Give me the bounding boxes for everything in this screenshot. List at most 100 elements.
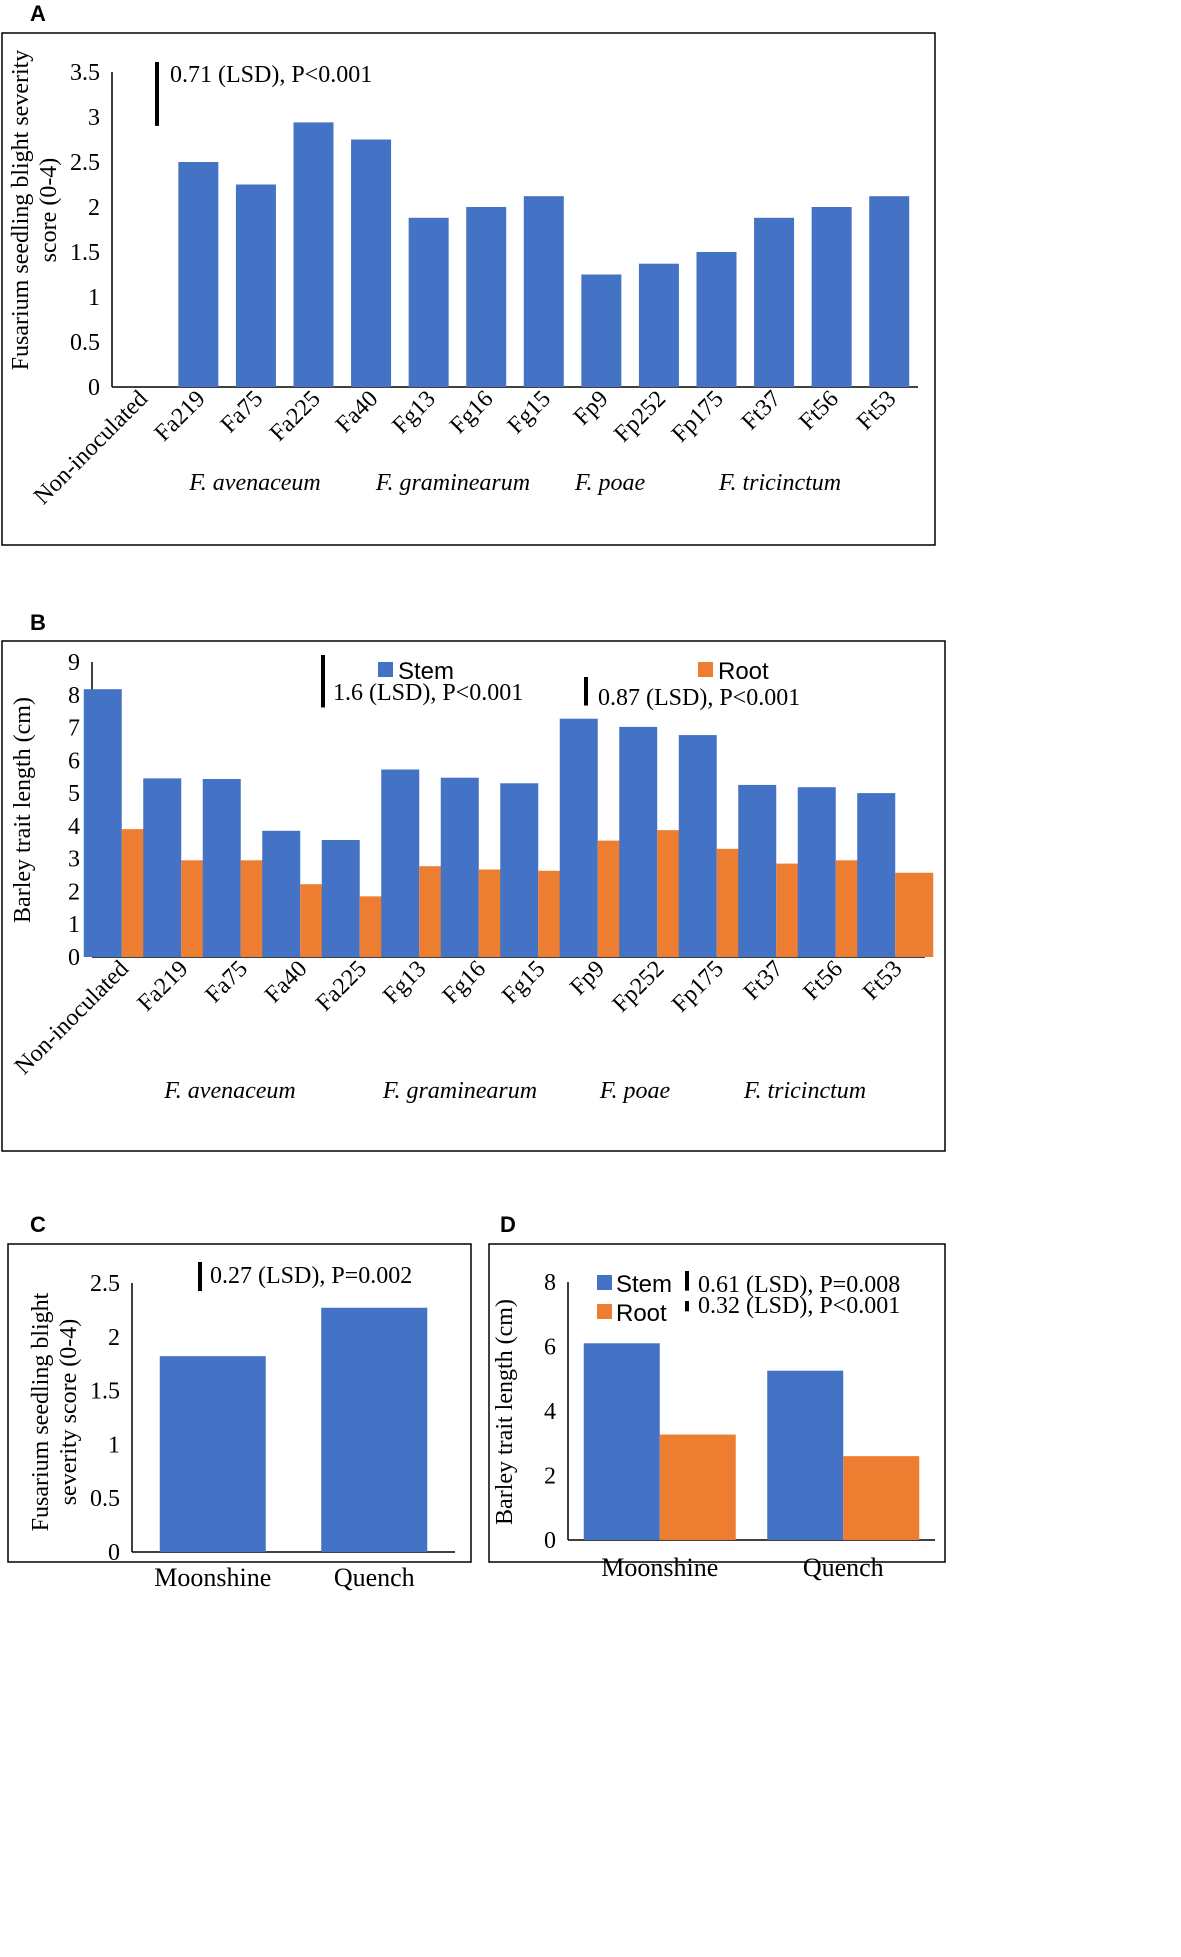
x-tick-label: Fp175 (667, 386, 729, 448)
y-tick-label: 3 (88, 105, 100, 131)
panel-frame (1, 640, 946, 1152)
lsd-annotation: 0.71 (LSD), P<0.001 (170, 62, 372, 88)
y-tick-label: 3.5 (70, 60, 100, 86)
bar-severity-quench (321, 1307, 428, 1552)
y-tick-label: 4 (544, 1399, 556, 1425)
x-tick-label: Ft53 (858, 956, 908, 1006)
x-tick-label: Fp252 (609, 386, 671, 448)
x-tick-label: Fg15 (497, 956, 550, 1009)
panel-a: A 0 0.5 1 1.5 2 2.5 3 3.5 Fusarium seedling bligh… (1, 1, 936, 546)
x-tick-label: Fg13 (378, 956, 431, 1009)
x-tick-label: Ft37 (737, 386, 787, 436)
x-tick-label: Fp9 (569, 386, 614, 431)
panel-frame (1, 32, 936, 546)
bar-severity-ft56 (811, 207, 852, 387)
bar-stem-fa75 (202, 779, 241, 957)
bar-severity-fp252 (638, 263, 679, 387)
x-tick-label: Fa40 (331, 386, 383, 438)
y-tick-label: 1.5 (90, 1379, 120, 1405)
y-tick-label: 8 (544, 1270, 556, 1296)
lsd-annotation: 1.6 (LSD), P<0.001 (333, 680, 523, 706)
panel-c: C 0 0.5 1 1.5 2 2.5 Fusarium seedling blightsev… (7, 1212, 472, 1592)
panel-b: B 0 1 2 3 4 5 6 7 8 9 Barley trait length (cm) Non-i… (1, 610, 946, 1152)
y-tick-label: 0.5 (90, 1486, 120, 1512)
x-tick-label: Ft53 (852, 386, 902, 436)
bar-severity-ft53 (869, 196, 910, 387)
species-group-label: F. graminearum (375, 470, 530, 496)
y-tick-label: 1 (88, 285, 100, 311)
x-tick-label: Quench (334, 1563, 415, 1592)
panel-d: D 0 2 4 6 8 Barley trait length (cm) Moonshine Q… (488, 1212, 946, 1582)
x-tick-label: Quench (803, 1553, 884, 1582)
x-tick-label: Non-inoculated (10, 956, 134, 1080)
x-tick-label: Fg16 (445, 386, 498, 439)
x-tick-label: Ft37 (739, 956, 789, 1006)
x-tick-label: Fa40 (260, 956, 312, 1008)
y-tick-label: 0 (68, 945, 80, 971)
y-axis-title: Barley trait length (cm) (10, 697, 36, 923)
x-tick-label: Fg13 (388, 386, 441, 439)
lsd-annotation: 0.87 (LSD), P<0.001 (598, 685, 800, 711)
x-tick-label: Moonshine (154, 1563, 271, 1592)
species-group-label: F. graminearum (382, 1078, 537, 1104)
panel-letter: A (30, 1, 46, 26)
x-tick-label: Fg16 (438, 956, 491, 1009)
bar-stem-fp175 (678, 735, 717, 957)
bar-root-moonshine (659, 1434, 736, 1540)
x-tick-label: Fa225 (311, 956, 372, 1017)
y-axis-title: Fusarium seedling blight severityscore (… (8, 50, 62, 371)
y-tick-label: 6 (68, 748, 80, 774)
bar-severity-fa40 (351, 139, 392, 387)
legend-swatch-stem (597, 1275, 612, 1290)
bar-severity-fg16 (466, 207, 507, 387)
bar-stem-moonshine (583, 1343, 660, 1540)
bar-severity-ft37 (754, 217, 795, 387)
species-group-label: F. avenaceum (188, 470, 321, 496)
legend-label-stem: Stem (398, 658, 454, 685)
legend-label-stem: Stem (616, 1271, 672, 1298)
bar-severity-fa225 (293, 122, 334, 388)
bar-severity-fa75 (235, 184, 276, 387)
y-axis-title-line: Barley trait length (cm) (10, 697, 36, 923)
y-tick-label: 2.5 (90, 1271, 120, 1297)
x-tick-label: Fa225 (265, 386, 326, 447)
bar-stem-fa219 (143, 778, 182, 957)
bar-stem-fp9 (559, 718, 598, 957)
bar-stem-fa40 (262, 830, 301, 957)
y-axis-title-line: Fusarium seedling blight (28, 1292, 54, 1531)
legend-swatch-root (597, 1304, 612, 1319)
y-tick-label: 5 (68, 781, 80, 807)
species-group-label: F. tricinctum (718, 470, 841, 496)
bar-stem-fg13 (381, 769, 420, 957)
y-tick-label: 1 (108, 1432, 120, 1458)
y-tick-label: 1 (68, 912, 80, 938)
y-tick-label: 0 (544, 1528, 556, 1554)
bar-stem-ft56 (797, 787, 836, 957)
y-tick-label: 2 (544, 1464, 556, 1490)
x-tick-label: Moonshine (601, 1553, 718, 1582)
legend-swatch-stem (378, 662, 393, 677)
y-axis-title: Fusarium seedling blightseverity score (… (28, 1292, 82, 1531)
x-tick-label: Fp175 (667, 956, 729, 1018)
bar-severity-fg13 (408, 217, 449, 387)
panel-frame (7, 1243, 472, 1563)
bar-severity-moonshine (159, 1356, 266, 1552)
x-tick-label: Ft56 (798, 956, 848, 1006)
species-group-label: F. tricinctum (743, 1078, 866, 1104)
bar-severity-fp175 (696, 252, 737, 387)
x-tick-label: Fa75 (216, 386, 268, 438)
x-tick-label: Non-inoculated (29, 386, 153, 510)
y-axis-title-line: Barley trait length (cm) (492, 1299, 518, 1525)
x-tick-label: Fg15 (503, 386, 556, 439)
lsd-annotation: 0.32 (LSD), P<0.001 (698, 1293, 900, 1319)
lsd-annotation: 0.27 (LSD), P=0.002 (210, 1263, 412, 1289)
bar-severity-fp9 (581, 274, 622, 387)
panel-letter: D (500, 1212, 516, 1237)
bar-severity-fa219 (178, 162, 219, 387)
y-axis-title-line: Fusarium seedling blight severity (8, 50, 34, 371)
y-axis-title-line: score (0-4) (36, 158, 62, 263)
lsd-annotation: 0.61 (LSD), P=0.008 (698, 1272, 900, 1298)
legend-swatch-root (698, 662, 713, 677)
x-tick-label: Fa219 (150, 386, 211, 447)
y-tick-label: 9 (68, 650, 80, 676)
